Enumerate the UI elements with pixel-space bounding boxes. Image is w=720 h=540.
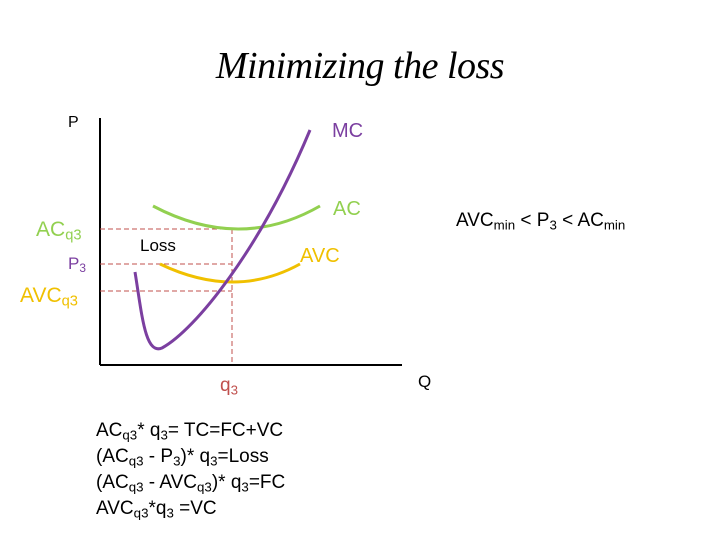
formula-fixed-cost: (ACq3 - AVCq3)* q3=FC <box>96 472 286 495</box>
formula-variable-cost: AVCq3*q3 =VC <box>96 498 217 521</box>
page-title: Minimizing the loss <box>215 45 505 87</box>
y-axis-label: P <box>68 114 79 131</box>
mc-label: MC <box>332 120 364 142</box>
formula-list: ACq3* q3= TC=FC+VC (ACq3 - P3)* q3=Loss … <box>96 418 285 522</box>
avc-label: AVC <box>300 245 340 267</box>
p3-label: P3 <box>68 254 86 275</box>
avc-curve <box>159 262 301 284</box>
formula-total-cost: ACq3* q3= TC=FC+VC <box>96 420 284 443</box>
formula-loss: (ACq3 - P3)* q3=Loss <box>96 446 269 469</box>
q3-label: q3 <box>220 375 238 398</box>
loss-label: Loss <box>140 236 176 255</box>
mc-curve <box>133 129 312 351</box>
ac-q3-label: ACq3 <box>36 218 82 244</box>
ac-label: AC <box>333 198 361 220</box>
ac-curve <box>152 204 321 231</box>
avc-q3-label: AVCq3 <box>20 284 78 310</box>
x-axis-label: Q <box>418 372 432 391</box>
loss-condition: AVCmin < P3 < ACmin <box>456 210 626 233</box>
